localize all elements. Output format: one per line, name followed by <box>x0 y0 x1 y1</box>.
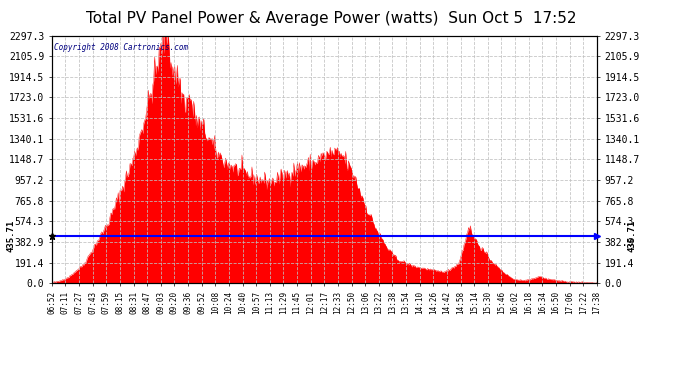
Text: Total PV Panel Power & Average Power (watts)  Sun Oct 5  17:52: Total PV Panel Power & Average Power (wa… <box>86 11 576 26</box>
Text: 435.71: 435.71 <box>6 220 15 252</box>
Text: Copyright 2008 Cartronics.com: Copyright 2008 Cartronics.com <box>55 43 188 52</box>
Text: 435.71: 435.71 <box>628 220 637 252</box>
